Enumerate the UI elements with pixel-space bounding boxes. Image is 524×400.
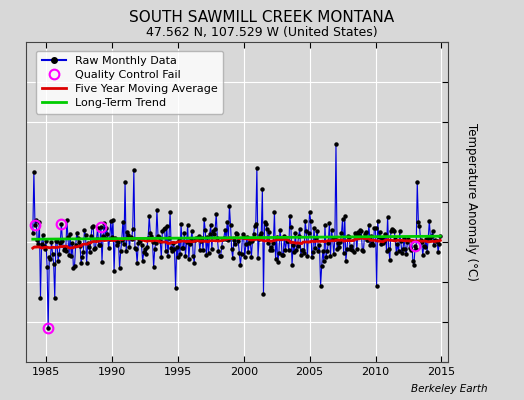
Text: 47.562 N, 107.529 W (United States): 47.562 N, 107.529 W (United States) bbox=[146, 26, 378, 39]
Legend: Raw Monthly Data, Quality Control Fail, Five Year Moving Average, Long-Term Tren: Raw Monthly Data, Quality Control Fail, … bbox=[36, 51, 223, 114]
Text: SOUTH SAWMILL CREEK MONTANA: SOUTH SAWMILL CREEK MONTANA bbox=[129, 10, 395, 25]
Text: Berkeley Earth: Berkeley Earth bbox=[411, 384, 487, 394]
Y-axis label: Temperature Anomaly (°C): Temperature Anomaly (°C) bbox=[465, 123, 478, 281]
